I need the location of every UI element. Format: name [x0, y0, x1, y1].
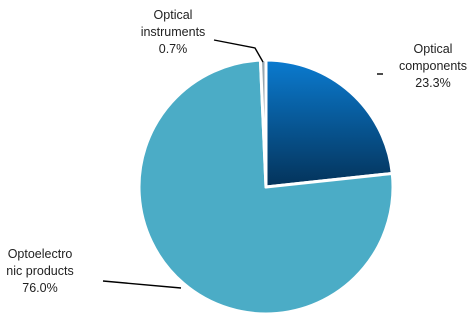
pie-slice-optical-components	[264, 58, 394, 189]
data-label-optoelectronic-products: Optoelectro nic products 76.0%	[6, 247, 73, 295]
leader-line-optical-instruments	[213, 39, 264, 63]
leader-line-optoelectronic-products	[102, 280, 182, 289]
data-label-line: instruments	[141, 25, 206, 39]
data-label-line: Optical	[154, 8, 193, 22]
data-label-line: 23.3%	[415, 76, 450, 90]
data-label-line: Optical	[414, 42, 453, 56]
data-label-line: nic products	[6, 264, 73, 278]
data-label-line: 76.0%	[22, 281, 57, 295]
data-label-line: Optoelectro	[8, 247, 73, 261]
data-label-line: components	[399, 59, 467, 73]
pie-slice-optical-instruments	[258, 58, 268, 189]
data-label-line: 0.7%	[159, 42, 188, 56]
data-label-optical-instruments: Optical instruments 0.7%	[141, 8, 206, 56]
data-label-optical-components: Optical components 23.3%	[399, 42, 467, 90]
